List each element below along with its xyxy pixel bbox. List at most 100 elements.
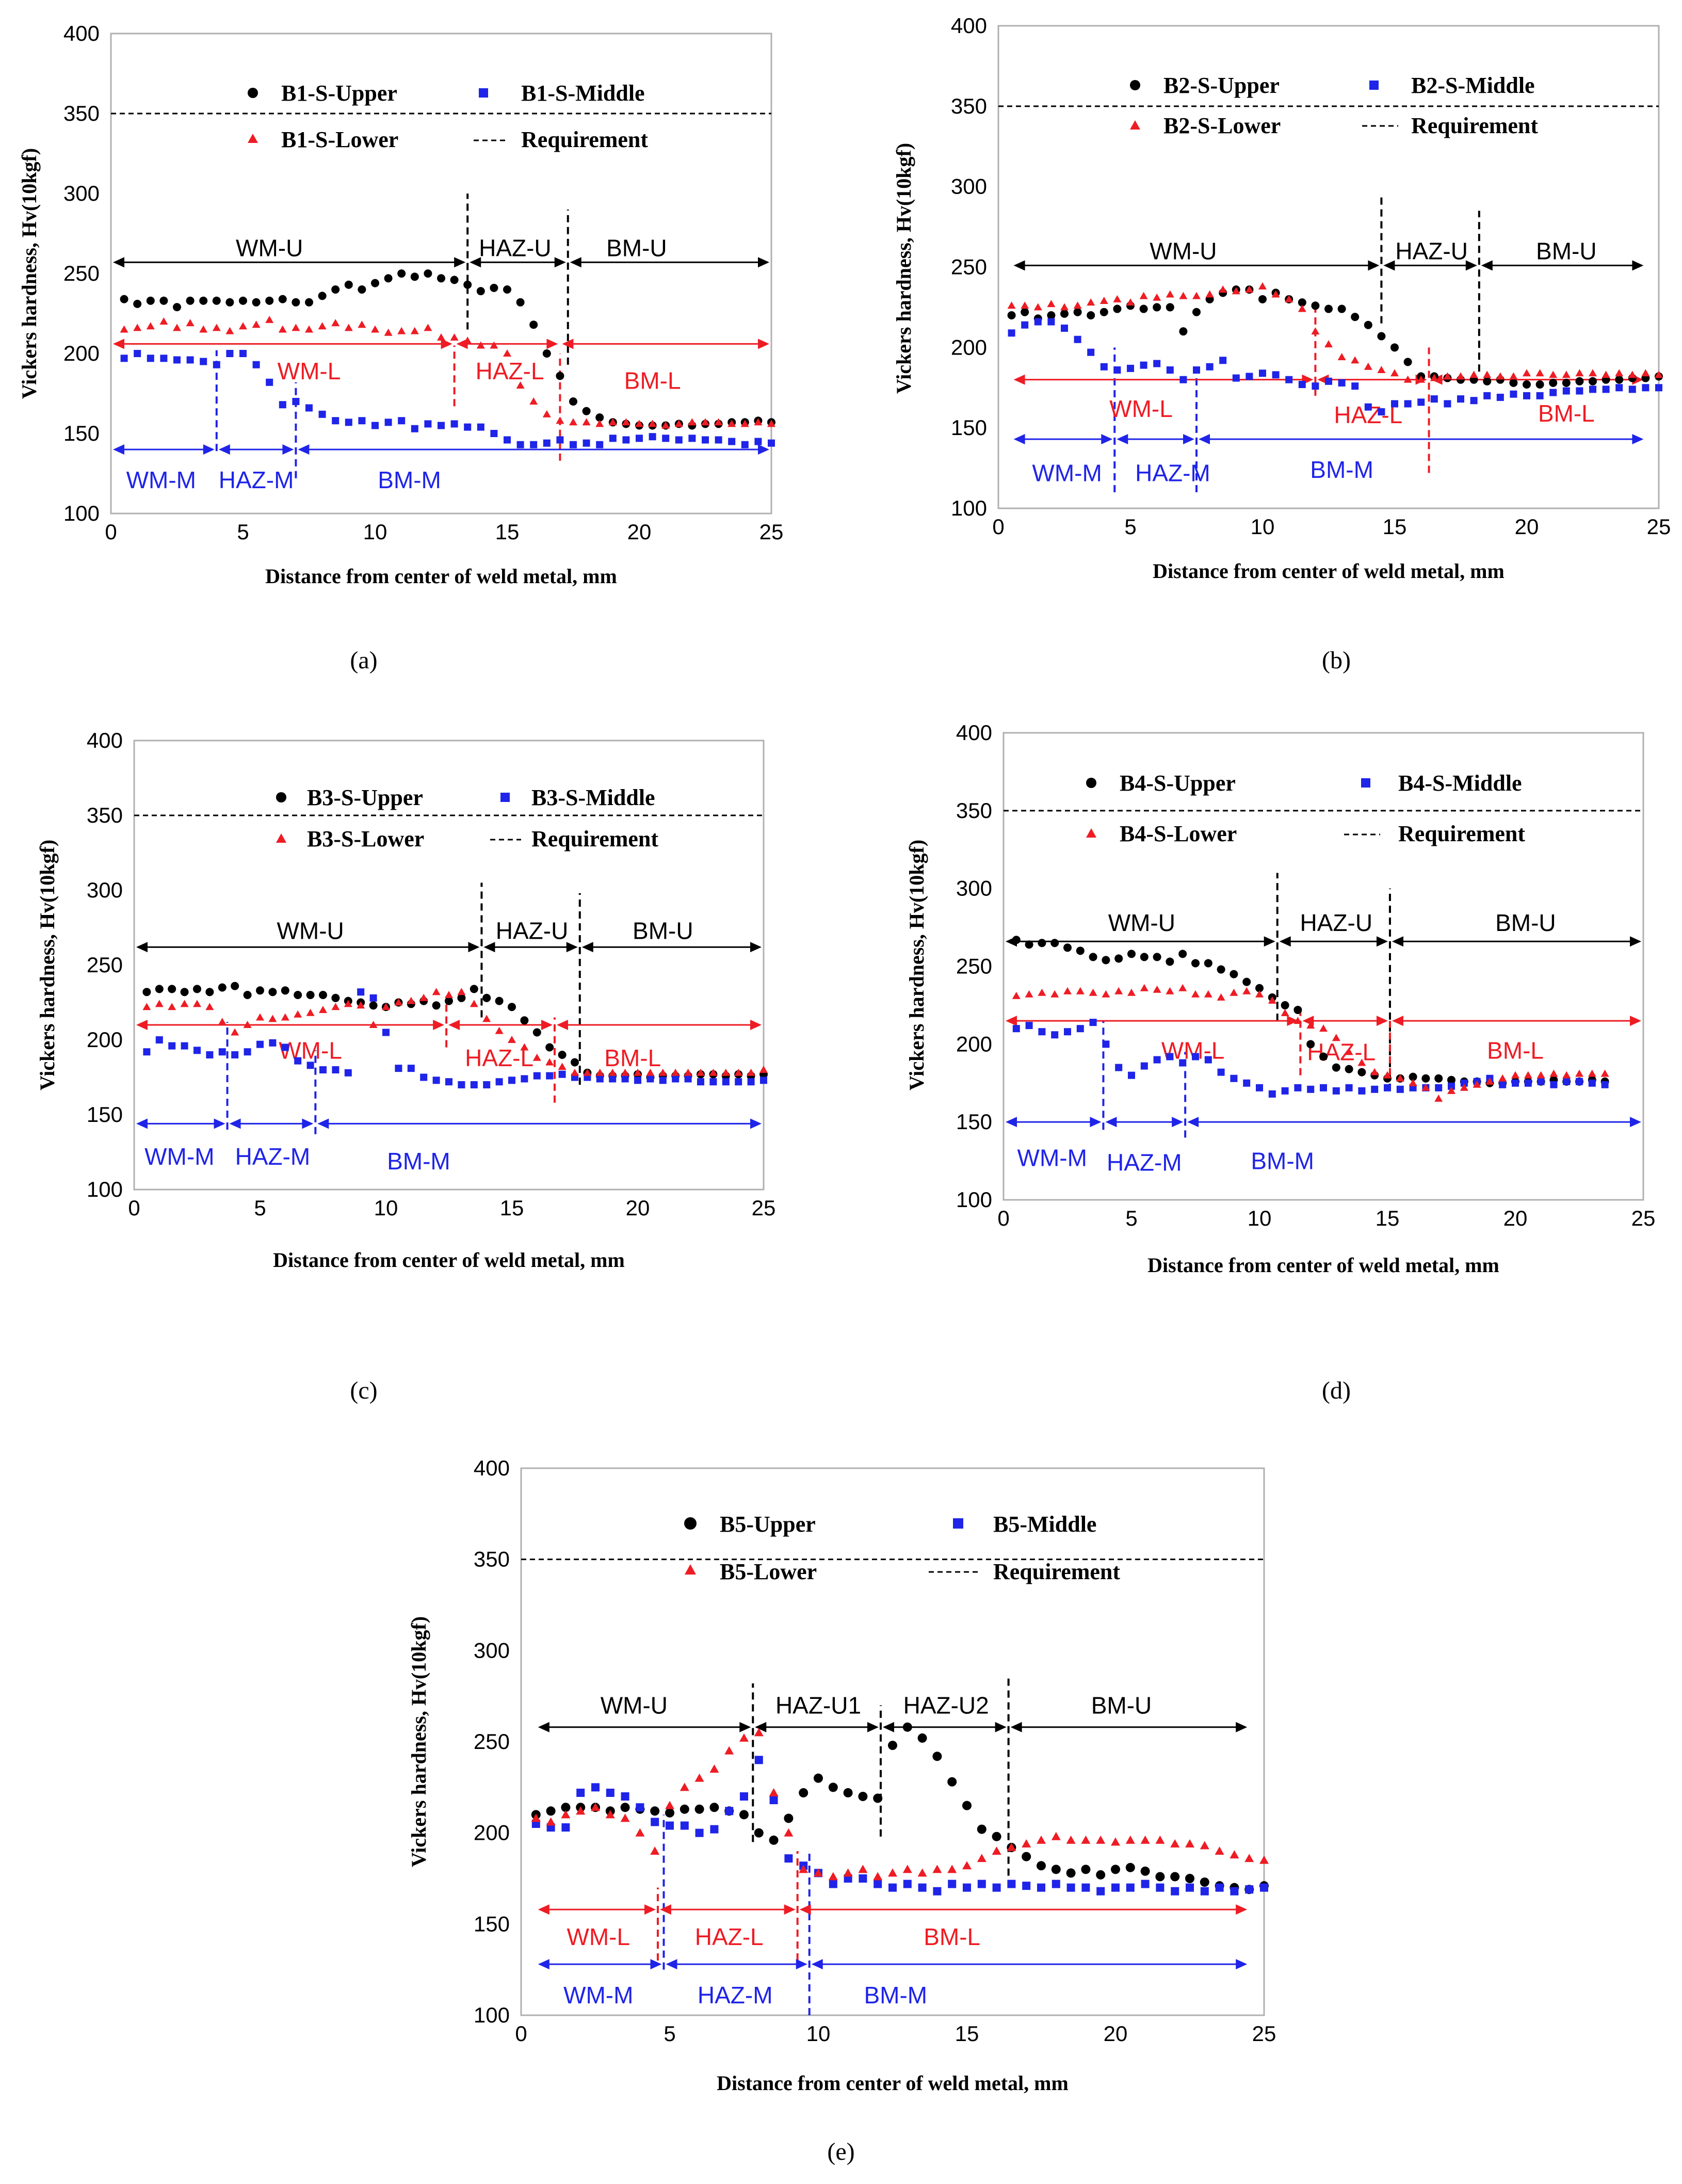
data-point-upper xyxy=(331,285,340,294)
zone-span-arrowhead xyxy=(1013,260,1025,271)
data-point-upper xyxy=(1377,332,1386,341)
zone-span-arrowhead xyxy=(581,942,593,953)
zone-span-arrowhead xyxy=(758,257,769,268)
data-point-middle xyxy=(1066,1883,1075,1892)
data-point-middle xyxy=(1096,1887,1105,1896)
y-tick-label: 200 xyxy=(87,1027,123,1052)
x-tick-label: 25 xyxy=(1252,2021,1276,2046)
data-point-upper xyxy=(397,269,406,278)
zone-span-arrowhead xyxy=(758,444,769,455)
data-point-middle xyxy=(680,1821,689,1830)
data-point-lower xyxy=(1562,1071,1571,1079)
legend-lower: B4-S-Lower xyxy=(1120,821,1237,846)
data-point-upper xyxy=(424,269,432,278)
data-point-middle xyxy=(1166,1053,1174,1061)
data-point-middle xyxy=(1051,1031,1059,1039)
x-tick-label: 25 xyxy=(752,1196,776,1220)
data-point-upper xyxy=(146,296,155,305)
data-point-lower xyxy=(1063,987,1072,994)
y-tick-label: 400 xyxy=(474,1456,510,1480)
data-point-middle xyxy=(1457,395,1464,403)
data-point-lower xyxy=(1535,369,1544,377)
data-point-lower xyxy=(1012,991,1021,999)
data-point-middle xyxy=(239,350,247,357)
data-point-lower xyxy=(561,1810,571,1819)
data-point-middle xyxy=(530,441,538,448)
data-point-upper xyxy=(457,993,466,1002)
data-point-lower xyxy=(1364,362,1372,370)
data-point-lower xyxy=(1615,369,1624,377)
y-tick-label: 350 xyxy=(956,798,992,823)
data-point-lower xyxy=(1434,1094,1443,1102)
data-point-lower xyxy=(424,324,432,331)
zone-label: HAZ-L xyxy=(1307,1038,1376,1065)
zone-label: WM-L xyxy=(1109,395,1173,422)
data-point-upper xyxy=(212,296,221,305)
data-point-lower xyxy=(1126,298,1135,306)
y-tick-label: 350 xyxy=(87,803,123,827)
legend: B3-S-Upper B3-S-Middle B3-S-Lower Requir… xyxy=(276,785,658,852)
data-point-lower xyxy=(661,421,670,429)
zone-span-arrowhead xyxy=(1101,433,1113,444)
data-point-middle xyxy=(1089,1019,1097,1026)
data-point-upper xyxy=(358,285,366,294)
data-point-upper xyxy=(1037,1861,1046,1871)
data-point-middle xyxy=(1285,376,1293,383)
data-point-lower xyxy=(709,1068,718,1076)
data-point-middle xyxy=(546,1072,554,1080)
data-point-middle xyxy=(735,1078,742,1086)
data-point-middle xyxy=(1256,1084,1263,1091)
data-point-upper xyxy=(239,296,247,305)
data-point-lower xyxy=(1473,1080,1481,1088)
data-point-upper xyxy=(133,299,142,308)
x-tick-label: 20 xyxy=(627,520,652,544)
data-point-lower xyxy=(482,1015,491,1022)
data-point-lower xyxy=(1511,1071,1519,1079)
data-point-lower xyxy=(571,1068,579,1076)
data-point-upper xyxy=(445,997,453,1005)
data-point-middle xyxy=(1081,1883,1090,1892)
data-point-upper xyxy=(470,985,478,993)
data-point-upper xyxy=(1364,320,1372,329)
data-point-upper xyxy=(318,292,327,300)
data-point-lower xyxy=(1050,990,1059,998)
data-point-lower xyxy=(490,341,498,349)
data-point-upper xyxy=(508,1003,516,1011)
data-point-middle xyxy=(1113,366,1121,374)
data-point-middle xyxy=(1576,387,1583,395)
x-tick-label: 10 xyxy=(1251,515,1275,539)
x-tick-label: 25 xyxy=(1647,515,1671,539)
data-point-lower xyxy=(709,1764,719,1773)
zone-spans: WM-U HAZ-U BM-U WM-L HAZ-L BM-L WM-M HAZ-M BM-M xyxy=(113,234,769,493)
data-point-lower xyxy=(684,1068,692,1076)
data-point-middle xyxy=(725,1807,734,1816)
legend-requirement: Requirement xyxy=(531,826,658,852)
data-point-middle xyxy=(1417,398,1425,406)
data-point-lower xyxy=(1139,292,1148,299)
zone-span-arrowhead xyxy=(218,444,230,455)
data-point-lower xyxy=(739,1733,749,1742)
data-point-lower xyxy=(265,315,274,323)
y-axis-title: Vickers hardness, Hv(10kgf) xyxy=(36,840,59,1090)
data-point-middle xyxy=(458,1081,465,1088)
data-point-upper xyxy=(1021,308,1029,316)
zone-span-arrowhead xyxy=(995,1722,1007,1732)
data-point-middle xyxy=(651,1818,659,1826)
data-point-middle xyxy=(490,430,498,437)
data-point-upper xyxy=(977,1824,986,1834)
zone-span-arrowhead xyxy=(433,1020,445,1030)
data-point-lower xyxy=(292,324,300,331)
zone-label: HAZ-L xyxy=(695,1923,764,1950)
data-point-middle xyxy=(504,436,511,444)
zone-span-arrowhead xyxy=(113,444,124,455)
data-point-lower xyxy=(1357,1058,1366,1066)
data-point-lower xyxy=(331,1003,340,1010)
x-tick-labels: 0 5 10 15 20 25 xyxy=(997,1206,1655,1230)
data-point-upper xyxy=(545,1043,554,1052)
series-upper xyxy=(1012,936,1609,1087)
data-point-lower xyxy=(694,1773,704,1782)
data-point-middle xyxy=(1186,1883,1194,1892)
data-point-upper xyxy=(1311,301,1320,310)
data-point-lower xyxy=(1191,990,1200,998)
data-point-middle xyxy=(1448,1082,1455,1090)
